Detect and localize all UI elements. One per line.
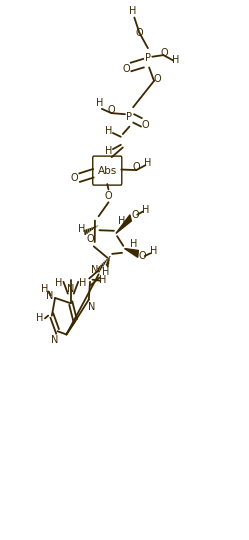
Text: H: H	[129, 6, 137, 16]
FancyBboxPatch shape	[93, 156, 122, 185]
Text: H: H	[96, 98, 103, 109]
Text: N: N	[88, 302, 95, 312]
Text: Abs: Abs	[98, 166, 117, 176]
Text: O: O	[154, 75, 162, 84]
Text: H: H	[105, 126, 112, 137]
Text: O: O	[105, 191, 112, 201]
Text: H: H	[41, 284, 49, 294]
Text: H: H	[150, 246, 157, 255]
Text: H: H	[130, 239, 137, 249]
Text: H: H	[99, 275, 107, 285]
Text: O: O	[139, 251, 146, 261]
Text: H: H	[36, 313, 44, 323]
Text: N: N	[91, 265, 98, 275]
Text: O: O	[131, 210, 139, 220]
Text: H: H	[142, 205, 150, 215]
Text: H: H	[105, 146, 112, 156]
Text: H: H	[78, 224, 85, 234]
Text: H: H	[118, 215, 125, 226]
Text: H: H	[55, 279, 62, 288]
Text: O: O	[160, 48, 168, 58]
Text: H: H	[144, 158, 152, 167]
Polygon shape	[124, 248, 138, 258]
Text: N: N	[67, 285, 74, 294]
Text: O: O	[107, 105, 115, 115]
Text: O: O	[123, 64, 130, 74]
Text: O: O	[141, 120, 149, 130]
Text: O: O	[71, 173, 79, 183]
Text: O: O	[133, 162, 141, 172]
Text: O: O	[86, 234, 94, 244]
Text: H: H	[102, 267, 110, 277]
Text: P: P	[126, 112, 132, 122]
Text: N: N	[51, 335, 58, 345]
Text: H: H	[79, 279, 86, 288]
Polygon shape	[116, 215, 131, 233]
Text: O: O	[135, 28, 143, 38]
Text: H: H	[172, 56, 179, 65]
Text: P: P	[145, 53, 151, 63]
Text: N: N	[47, 291, 54, 301]
